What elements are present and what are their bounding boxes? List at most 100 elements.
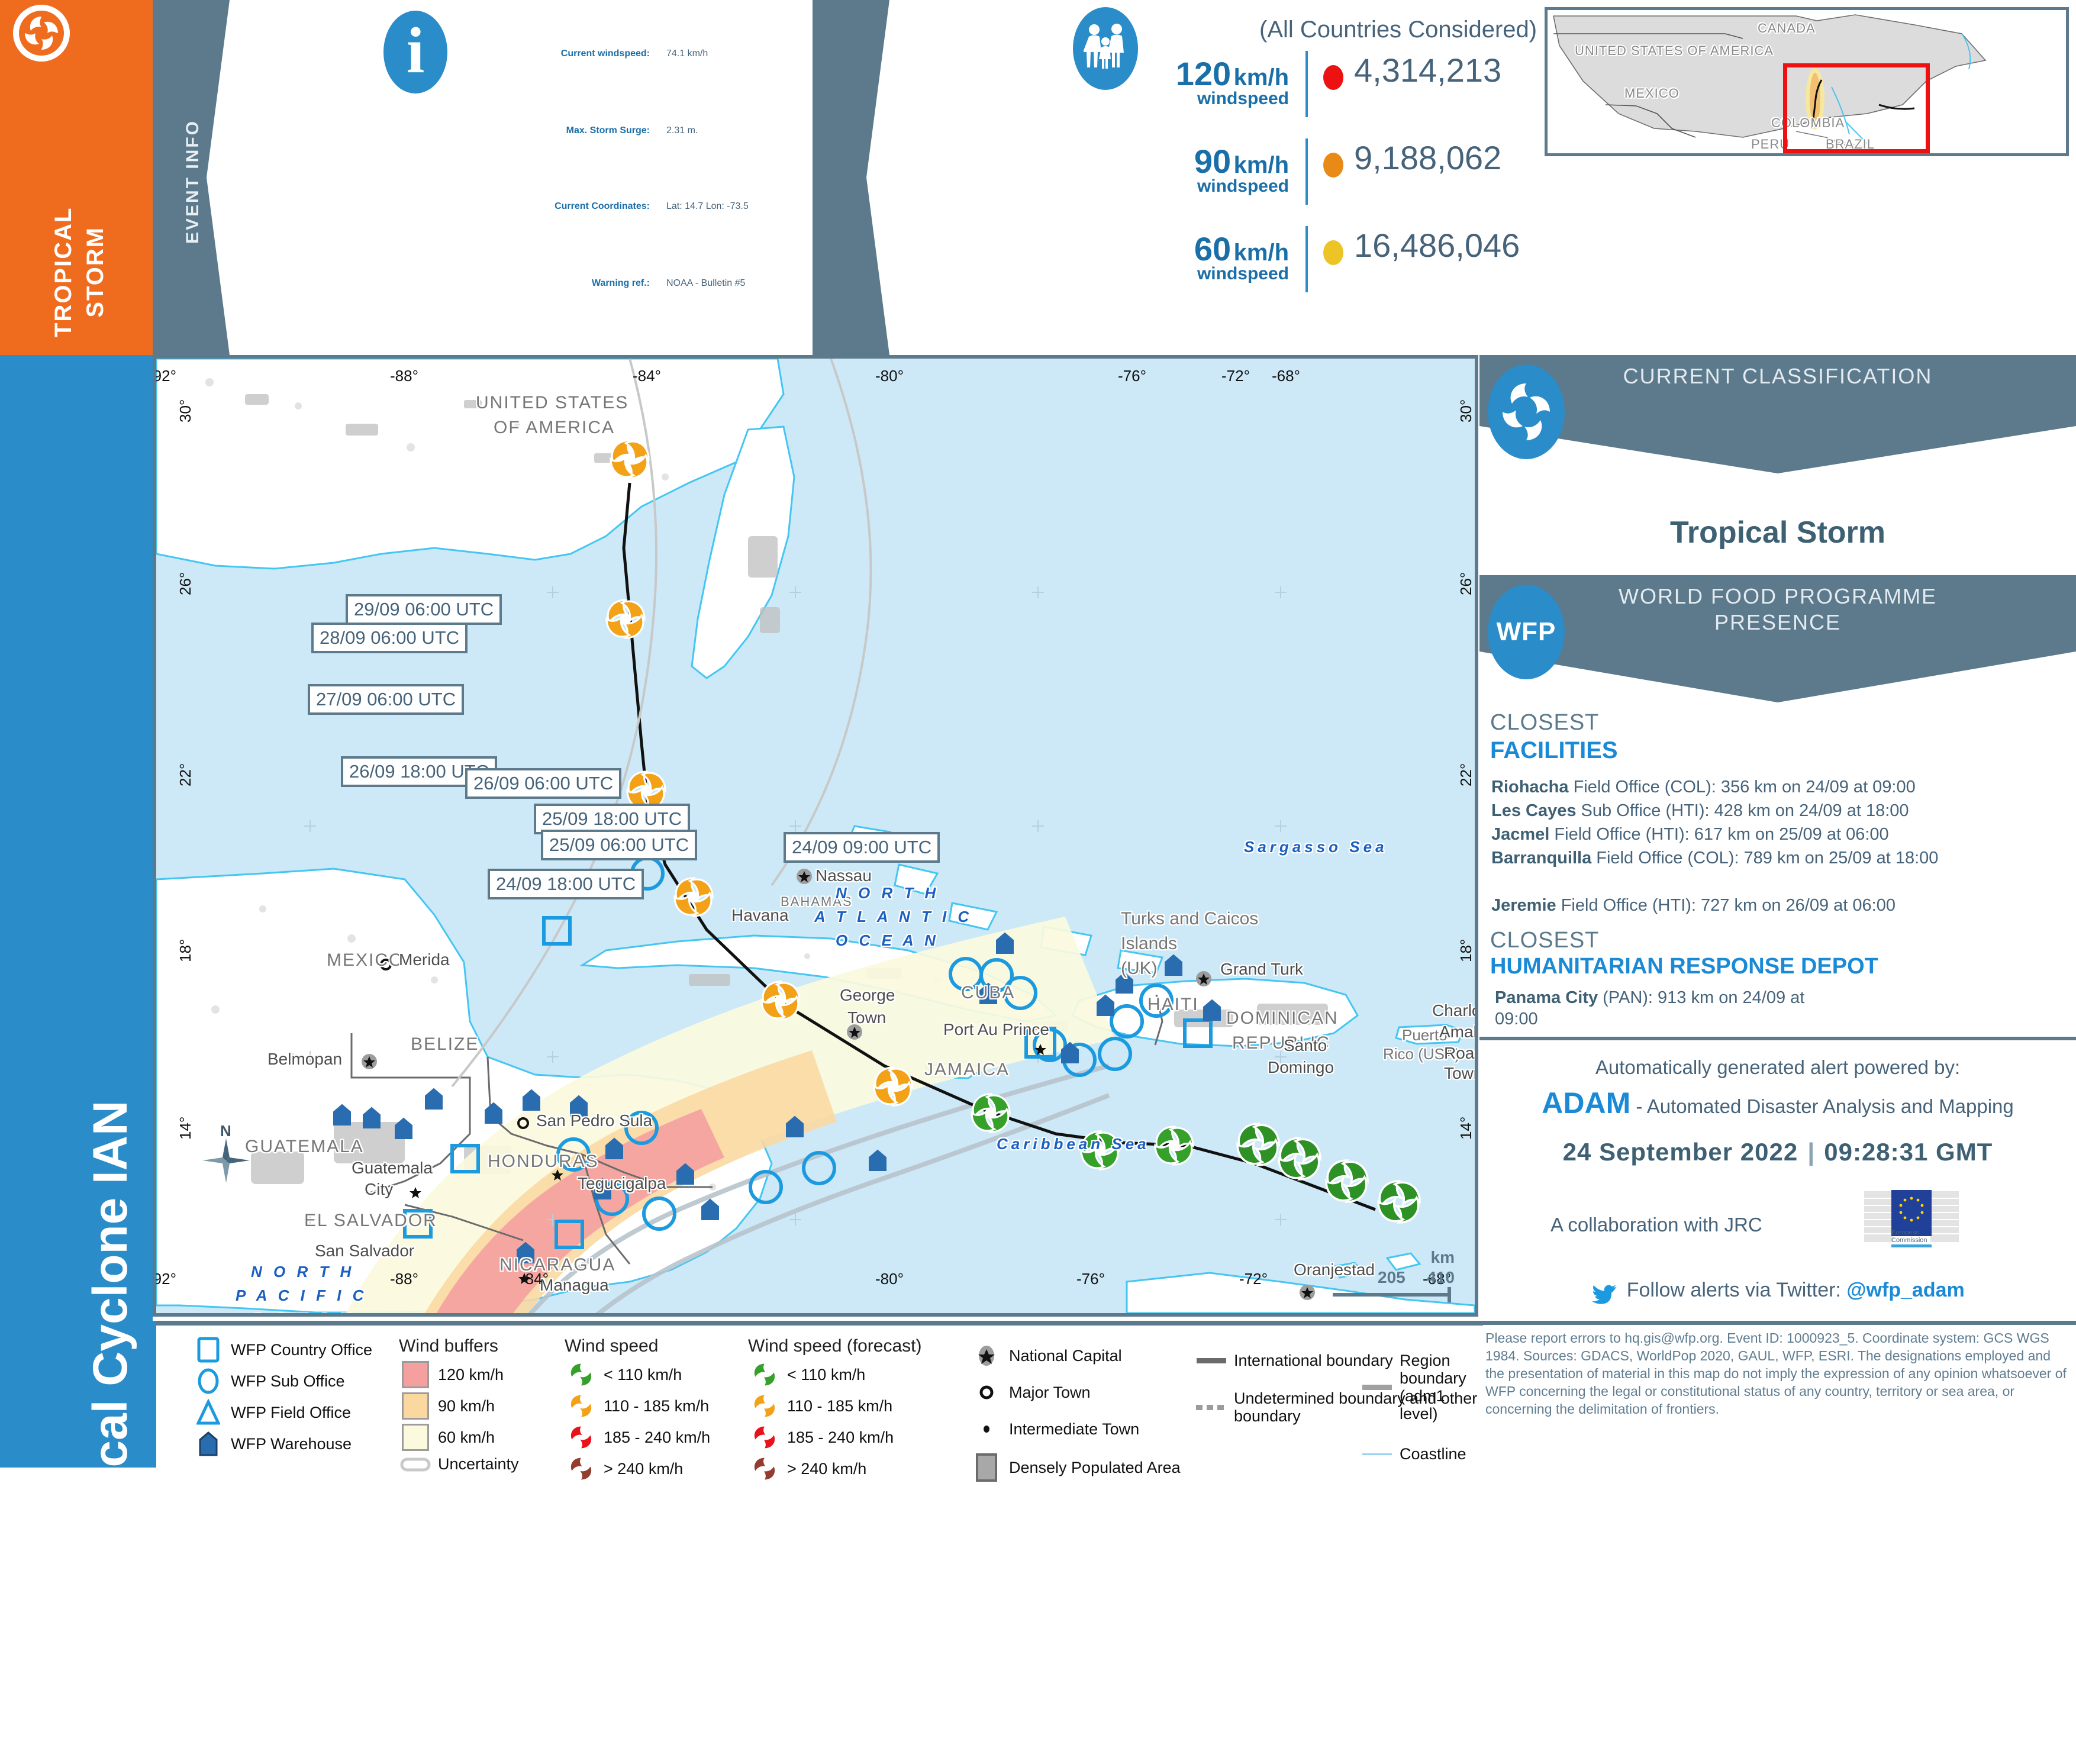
- adam-twitter-row[interactable]: Follow alerts via Twitter: @wfp_adam: [1479, 1279, 2076, 1305]
- map-city-george: George: [840, 986, 895, 1004]
- twitter-handle[interactable]: @wfp_adam: [1846, 1279, 1965, 1301]
- legend-item-undetermined-boundary: Undetermined boundary and other boundary: [1195, 1389, 1479, 1425]
- people-icon: [1073, 7, 1138, 90]
- event-info-tab-label: EVENT INFO: [183, 120, 202, 244]
- depot-detail-panama-city: (PAN): 913 km on 24/09 at 09:00: [1495, 988, 1805, 1028]
- facility-name-barranquilla: Barranquilla: [1491, 849, 1592, 868]
- legend-item-ws-lt110: < 110 km/h: [565, 1361, 710, 1388]
- twitter-icon[interactable]: [1591, 1283, 1618, 1305]
- lon-top-6: -68°: [1272, 367, 1300, 385]
- legend-item-buffer-60: 60 km/h: [399, 1424, 519, 1451]
- legend-top-divider: [156, 1321, 1483, 1326]
- map-city-domingo: Domingo: [1268, 1058, 1334, 1076]
- facility-row-jeremie: Jeremie Field Office (HTI): 727 km on 26…: [1491, 895, 2059, 916]
- legend-group-boundaries-2: Region boundary (adm1 level) Coastline: [1361, 1352, 1479, 1468]
- legend-label-intermediate-town: Intermediate Town: [1009, 1420, 1140, 1438]
- legend-item-intermediate-town: Intermediate Town: [970, 1415, 1181, 1443]
- legend-label-field-office: WFP Field Office: [231, 1403, 352, 1421]
- risk-people-120: 4,314,213: [1354, 51, 1502, 89]
- track-date-28-09-0600: 28/09 06:00 UTC: [311, 623, 468, 653]
- adam-description: - Automated Disaster Analysis and Mappin…: [1630, 1095, 2014, 1117]
- facility-row-jacmel: Jacmel Field Office (HTI): 617 km on 25/…: [1491, 824, 2059, 845]
- legend-item-national-capital: National Capital: [970, 1342, 1181, 1369]
- adam-time: 09:28:31 GMT: [1824, 1138, 1993, 1166]
- sea-label-caribbean: Caribbean Sea: [997, 1135, 1150, 1153]
- wfp-badge-icon: WFP: [1488, 585, 1565, 679]
- compass-north-label: N: [220, 1122, 231, 1140]
- compass-rose-icon: N: [196, 1122, 256, 1204]
- lon-top-0: -92°: [153, 367, 176, 385]
- legend-label-wsf-110-185: 110 - 185 km/h: [787, 1397, 893, 1415]
- wfp-sub-office-icon: [192, 1368, 225, 1395]
- map-city-merida: Merida: [399, 950, 450, 969]
- ec-label-line1: European: [1891, 1229, 1920, 1236]
- facility-detail-jeremie: Field Office (HTI): 727 km on 26/09 at 0…: [1556, 896, 1896, 915]
- lon-top-3: -80°: [875, 367, 904, 385]
- legend-group-places: National Capital Major Town Intermediate…: [970, 1342, 1181, 1487]
- map-label-el-salvador: EL SALVADOR: [304, 1211, 437, 1230]
- track-date-29-09-0600: 29/09 06:00 UTC: [346, 594, 502, 625]
- region-boundary-icon: [1361, 1384, 1394, 1390]
- facility-detail-jacmel: Field Office (HTI): 617 km on 25/09 at 0…: [1549, 825, 1889, 844]
- lat-right-4: 14°: [1457, 1116, 1475, 1140]
- map-label-nicaragua: NICARAGUA: [499, 1255, 616, 1275]
- map-label-turks-1: Turks and Caicos: [1121, 909, 1259, 928]
- cyclone-forecast-swatch-green-icon: [748, 1361, 781, 1388]
- lon-top-2: -84°: [633, 367, 661, 385]
- lat-right-2: 22°: [1457, 763, 1475, 786]
- facility-detail-riohacha: Field Office (COL): 356 km on 24/09 at 0…: [1568, 778, 1916, 796]
- adam-attribution-block: Automatically generated alert powered by…: [1479, 1056, 2076, 1305]
- legend-label-region-boundary: Region boundary (adm1 level): [1400, 1352, 1466, 1423]
- event-label-warning-ref: Warning ref.:: [591, 278, 650, 288]
- adam-name-row: ADAM - Automated Disaster Analysis and M…: [1479, 1086, 2076, 1120]
- closest-label-2: CLOSEST: [1490, 928, 1600, 953]
- main-map[interactable]: UNITED STATES OF AMERICA MEXICO BELIZE G…: [153, 355, 1478, 1317]
- map-city-san-salvador: San Salvador: [315, 1241, 415, 1260]
- legend-item-wsf-110-185: 110 - 185 km/h: [748, 1392, 921, 1420]
- event-value-windspeed: 74.1 km/h: [666, 49, 708, 59]
- inset-label-usa: UNITED STATES OF AMERICA: [1575, 43, 1774, 58]
- sea-label-north-pac-3: O C E A N: [251, 1310, 354, 1313]
- classification-header-banner: CURRENT CLASSIFICATION: [1479, 355, 2076, 473]
- legend-item-buffer-120: 120 km/h: [399, 1361, 519, 1388]
- lat-left-1: 26°: [176, 572, 194, 595]
- ec-label-line2: Commission: [1891, 1237, 1927, 1244]
- risk-speed-120-unit: km/h: [1233, 65, 1289, 91]
- legend-label-coastline: Coastline: [1400, 1445, 1466, 1463]
- risk-speed-90: 90 km/h: [1034, 142, 1289, 180]
- legend-label-ws-gt240: > 240 km/h: [604, 1459, 684, 1478]
- map-city-town-2: Town: [1444, 1064, 1475, 1082]
- legend-label-wsf-lt110: < 110 km/h: [787, 1365, 866, 1384]
- facility-detail-les-cayes: Sub Office (HTI): 428 km on 24/09 at 18:…: [1576, 801, 1909, 820]
- storm-category-label: TROPICAL STORM: [47, 207, 111, 337]
- legend-label-ws-185-240: 185 - 240 km/h: [604, 1428, 711, 1446]
- scale-bar-end-tick: [1448, 1287, 1451, 1302]
- map-label-honduras: HONDURAS: [488, 1152, 599, 1171]
- facility-row-barranquilla: Barranquilla Field Office (COL): 789 km …: [1491, 847, 2036, 869]
- lon-bot-0: -92°: [153, 1270, 176, 1288]
- cyclone-swatch-green-icon: [565, 1361, 598, 1388]
- map-label-guatemala: GUATEMALA: [245, 1137, 364, 1156]
- map-label-usa-2: OF AMERICA: [494, 418, 615, 437]
- legend-item-wsf-gt240: > 240 km/h: [748, 1455, 921, 1482]
- map-city-tegucigalpa: Tegucigalpa: [578, 1174, 666, 1192]
- map-label-haiti: HAITI: [1147, 995, 1199, 1014]
- closest-label-1: CLOSEST: [1490, 710, 1600, 735]
- facilities-label: FACILITIES: [1490, 737, 1618, 763]
- legend-item-country-office: WFP Country Office: [192, 1336, 372, 1363]
- panel-divider-2: [1479, 1321, 2076, 1325]
- legend-item-international-boundary: International boundary: [1195, 1352, 1479, 1369]
- intermediate-town-icon: [970, 1415, 1003, 1443]
- sea-label-north-atl-2: A T L A N T I C: [814, 908, 973, 925]
- legend-head-wind-speed-forecast: Wind speed (forecast): [748, 1336, 922, 1356]
- legend-item-ws-gt240: > 240 km/h: [565, 1455, 710, 1482]
- wfp-field-office-icon: [192, 1399, 225, 1426]
- event-label-windspeed: Current windspeed:: [560, 49, 650, 59]
- risk-divider-60: [1305, 226, 1308, 292]
- map-city-guatemala-city2: City: [365, 1180, 394, 1198]
- risk-speed-90-value: 90: [1194, 143, 1232, 180]
- legend-group-offices: WFP Country Office WFP Sub Office WFP Fi…: [192, 1336, 372, 1462]
- risk-sub-120: windspeed: [1197, 89, 1289, 108]
- disclaimer-text: Please report errors to hq.gis@wfp.org. …: [1485, 1330, 2067, 1417]
- risk-dot-60: [1323, 240, 1343, 265]
